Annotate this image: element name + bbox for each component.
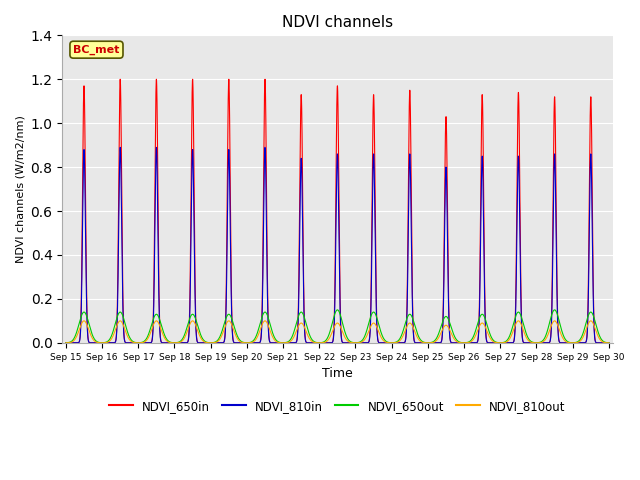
NDVI_650out [605, 340, 612, 346]
NDVI_650in [116, 76, 124, 82]
NDVI_650in [605, 340, 612, 346]
Title: NDVI channels: NDVI channels [282, 15, 393, 30]
NDVI_650in [307, 340, 314, 346]
Line: NDVI_810out: NDVI_810out [66, 321, 609, 343]
NDVI_810out [549, 319, 557, 325]
NDVI_650in [408, 294, 416, 300]
NDVI_810in [534, 340, 541, 346]
X-axis label: Time: Time [322, 367, 353, 380]
NDVI_650in [604, 340, 612, 346]
NDVI_650out [604, 340, 612, 346]
NDVI_650out [534, 340, 541, 346]
NDVI_810in [604, 340, 612, 346]
Line: NDVI_650in: NDVI_650in [66, 79, 609, 343]
NDVI_810out [604, 340, 612, 346]
NDVI_650in [62, 340, 70, 346]
NDVI_810out [408, 323, 416, 329]
NDVI_650out [549, 309, 557, 315]
NDVI_650in [598, 340, 605, 346]
NDVI_650out [408, 315, 416, 321]
NDVI_810in [605, 340, 612, 346]
NDVI_810in [598, 340, 605, 346]
NDVI_810in [549, 248, 557, 254]
NDVI_650in [549, 221, 557, 227]
NDVI_810in [116, 144, 124, 150]
NDVI_810in [62, 340, 70, 346]
NDVI_650out [306, 333, 314, 339]
NDVI_810out [62, 340, 70, 346]
NDVI_810out [80, 318, 88, 324]
Legend: NDVI_650in, NDVI_810in, NDVI_650out, NDVI_810out: NDVI_650in, NDVI_810in, NDVI_650out, NDV… [104, 395, 570, 417]
NDVI_810out [534, 340, 541, 346]
NDVI_650out [598, 336, 605, 342]
NDVI_810out [598, 338, 605, 344]
Line: NDVI_650out: NDVI_650out [66, 310, 609, 343]
NDVI_650out [62, 340, 70, 346]
NDVI_810out [307, 336, 314, 342]
NDVI_810in [307, 340, 314, 346]
NDVI_650out [551, 307, 559, 313]
Text: BC_met: BC_met [74, 45, 120, 55]
NDVI_810in [408, 305, 416, 311]
NDVI_650in [534, 340, 541, 346]
NDVI_810out [605, 340, 612, 346]
Y-axis label: NDVI channels (W/m2/nm): NDVI channels (W/m2/nm) [15, 115, 25, 263]
Line: NDVI_810in: NDVI_810in [66, 147, 609, 343]
